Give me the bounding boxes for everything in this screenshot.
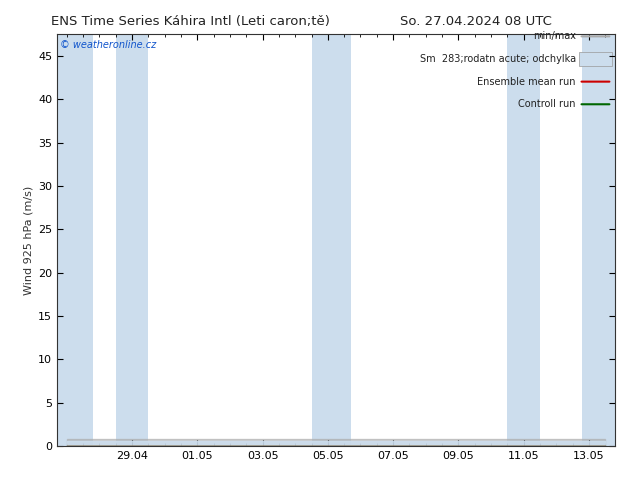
Bar: [57, 34, 93, 446]
Text: Sm  283;rodatn acute; odchylka: Sm 283;rodatn acute; odchylka: [420, 54, 576, 64]
Bar: [583, 34, 615, 446]
Text: ENS Time Series Káhira Intl (Leti caron;tě): ENS Time Series Káhira Intl (Leti caron;…: [51, 15, 330, 28]
Text: © weatheronline.cz: © weatheronline.cz: [60, 41, 156, 50]
Bar: [311, 34, 351, 446]
Bar: [579, 51, 612, 67]
Text: Ensemble mean run: Ensemble mean run: [477, 76, 576, 87]
Text: min/max: min/max: [533, 31, 576, 41]
Text: Controll run: Controll run: [519, 99, 576, 109]
Bar: [507, 34, 540, 446]
Text: So. 27.04.2024 08 UTC: So. 27.04.2024 08 UTC: [399, 15, 552, 28]
Bar: [116, 34, 148, 446]
Y-axis label: Wind 925 hPa (m/s): Wind 925 hPa (m/s): [24, 186, 34, 294]
